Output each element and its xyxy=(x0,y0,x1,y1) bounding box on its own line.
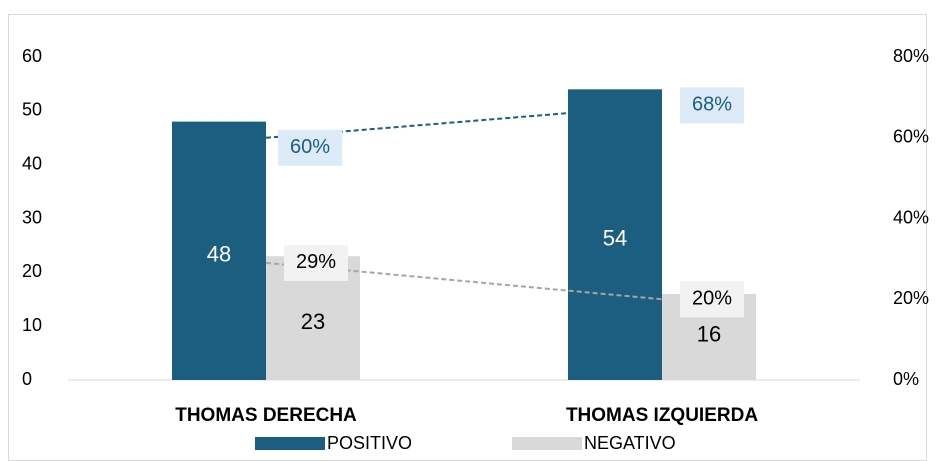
value-label-box xyxy=(278,129,342,166)
x-tick-label: THOMAS IZQUIERDA xyxy=(566,405,758,426)
x-tick-label: THOMAS DERECHA xyxy=(175,405,357,426)
value-label: 29% xyxy=(296,251,336,273)
value-label-box xyxy=(680,281,744,318)
y-tick-label: 50 xyxy=(22,100,42,120)
y-tick-label: 20 xyxy=(22,261,42,281)
value-label-box xyxy=(284,244,348,281)
value-label: 68% xyxy=(692,94,732,116)
y-tick-label: 0 xyxy=(22,369,32,389)
bar xyxy=(172,121,266,380)
y-tick-label: 10 xyxy=(22,315,42,335)
bar-label: 16 xyxy=(697,322,721,347)
bar-label: 48 xyxy=(207,242,231,267)
legend-swatch xyxy=(255,437,325,450)
legend-swatch xyxy=(512,437,582,450)
bar-label: 23 xyxy=(301,309,325,334)
y2-tick-label: 0% xyxy=(893,369,919,389)
value-label: 60% xyxy=(290,136,330,158)
value-label: 20% xyxy=(692,288,732,310)
y2-tick-label: 20% xyxy=(893,288,929,308)
bar xyxy=(568,89,662,381)
legend-label: POSITIVO xyxy=(327,433,412,453)
chart-frame xyxy=(8,14,927,461)
y-tick-label: 60 xyxy=(22,46,42,66)
y2-tick-label: 80% xyxy=(893,46,929,66)
y-tick-label: 30 xyxy=(22,207,42,227)
legend-label: NEGATIVO xyxy=(584,433,676,453)
value-label-box xyxy=(680,87,744,124)
y-tick-label: 40 xyxy=(22,153,42,173)
bar-label: 54 xyxy=(603,225,627,250)
y2-tick-label: 60% xyxy=(893,127,929,147)
y2-tick-label: 40% xyxy=(893,207,929,227)
